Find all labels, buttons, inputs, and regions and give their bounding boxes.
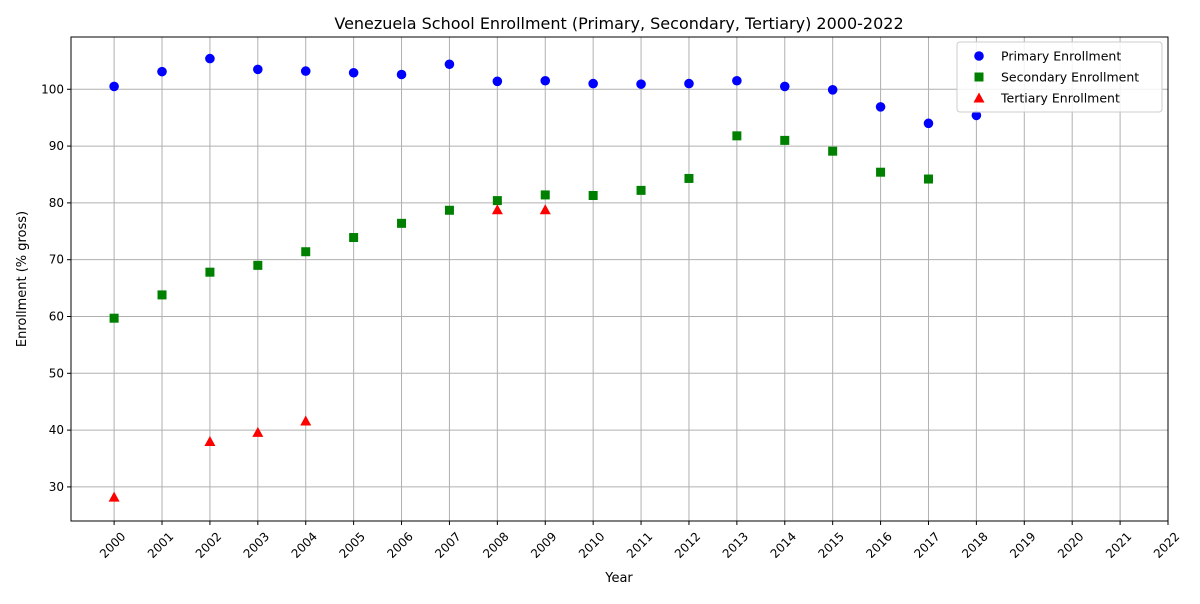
x-tick-label: 2000 bbox=[97, 529, 128, 560]
data-point bbox=[252, 426, 264, 437]
data-point bbox=[157, 66, 167, 77]
data-point bbox=[349, 233, 359, 243]
data-point bbox=[492, 76, 503, 87]
data-point bbox=[109, 313, 119, 323]
data-point bbox=[157, 290, 167, 300]
data-point bbox=[205, 53, 215, 64]
legend-marker bbox=[974, 72, 984, 82]
x-tick-label: 2003 bbox=[241, 529, 272, 560]
y-tick-label: 70 bbox=[49, 253, 64, 267]
y-tick-label: 80 bbox=[49, 196, 64, 210]
x-tick-label: 2019 bbox=[1007, 529, 1038, 560]
data-point bbox=[301, 247, 311, 257]
data-point bbox=[540, 75, 551, 86]
series-triangle-points bbox=[108, 204, 551, 502]
data-point bbox=[540, 190, 550, 200]
data-point bbox=[108, 491, 120, 502]
plot-area-frame bbox=[70, 36, 1169, 522]
data-point bbox=[444, 205, 454, 215]
legend-marker bbox=[974, 51, 984, 61]
y-axis-ticks: 30 40 50 60 70 80 90 100 bbox=[41, 82, 71, 494]
data-point bbox=[636, 185, 646, 195]
data-point bbox=[253, 64, 263, 75]
data-points bbox=[108, 53, 982, 502]
data-point bbox=[780, 135, 790, 145]
data-point bbox=[300, 66, 311, 76]
legend-label: Secondary Enrollment bbox=[1001, 70, 1139, 85]
y-tick-label: 40 bbox=[49, 423, 64, 437]
x-tick-label: 2022 bbox=[1151, 529, 1182, 560]
data-point bbox=[397, 218, 407, 228]
data-point bbox=[492, 196, 502, 206]
data-point bbox=[732, 75, 742, 86]
y-tick-label: 60 bbox=[49, 309, 64, 323]
x-tick-label: 2006 bbox=[384, 529, 415, 560]
data-point bbox=[971, 110, 982, 121]
x-tick-label: 2011 bbox=[624, 529, 655, 560]
data-point bbox=[636, 79, 646, 89]
data-point bbox=[253, 260, 263, 270]
y-tick-label: 90 bbox=[49, 139, 64, 153]
data-point bbox=[109, 81, 119, 92]
x-tick-label: 2013 bbox=[720, 529, 751, 560]
data-point bbox=[491, 204, 503, 215]
y-tick-label: 50 bbox=[49, 366, 64, 380]
data-point bbox=[876, 167, 886, 177]
x-tick-label: 2014 bbox=[768, 529, 799, 560]
legend-box bbox=[956, 41, 1163, 113]
legend-label: Primary Enrollment bbox=[1001, 49, 1121, 64]
data-point bbox=[444, 59, 455, 70]
x-tick-label: 2018 bbox=[959, 529, 990, 560]
data-point bbox=[348, 67, 359, 78]
legend: Primary Enrollment Secondary Enrollment Te… bbox=[956, 41, 1163, 113]
data-point bbox=[779, 81, 790, 92]
x-tick-label: 2004 bbox=[289, 529, 320, 560]
data-point bbox=[923, 174, 933, 184]
legend-item: Tertiary Enrollment bbox=[973, 91, 1120, 106]
data-point bbox=[396, 69, 407, 80]
series-square-points bbox=[109, 131, 933, 323]
legend-label: Tertiary Enrollment bbox=[1000, 91, 1120, 106]
series-circle-points bbox=[109, 53, 982, 129]
x-tick-label: 2016 bbox=[863, 529, 894, 560]
x-tick-label: 2005 bbox=[336, 529, 367, 560]
data-point bbox=[732, 131, 742, 141]
x-tick-label: 2020 bbox=[1055, 529, 1086, 560]
x-tick-label: 2021 bbox=[1103, 529, 1134, 560]
data-point bbox=[875, 102, 886, 112]
data-point bbox=[539, 204, 551, 215]
x-tick-label: 2008 bbox=[480, 529, 511, 560]
data-point bbox=[588, 78, 598, 89]
x-tick-label: 2017 bbox=[911, 529, 942, 560]
data-point bbox=[684, 173, 694, 183]
data-point bbox=[588, 190, 598, 200]
data-point bbox=[828, 146, 838, 156]
data-point bbox=[827, 85, 838, 95]
legend-item: Secondary Enrollment bbox=[974, 70, 1139, 85]
data-point bbox=[204, 435, 216, 446]
legend-item: Primary Enrollment bbox=[974, 49, 1121, 64]
x-tick-label: 2015 bbox=[816, 529, 847, 560]
x-axis-ticks: 2000 2001 2002 2003 2004 2005 2006 2007 2008 2009… bbox=[97, 521, 1182, 561]
data-point bbox=[923, 118, 934, 129]
y-tick-label: 100 bbox=[41, 82, 64, 96]
data-point bbox=[205, 267, 215, 277]
y-tick-label: 30 bbox=[49, 480, 64, 494]
x-tick-label: 2001 bbox=[145, 529, 176, 560]
x-tick-label: 2012 bbox=[672, 529, 703, 560]
x-tick-label: 2002 bbox=[193, 529, 224, 560]
x-tick-label: 2010 bbox=[576, 529, 607, 560]
legend-marker bbox=[973, 92, 985, 103]
x-tick-label: 2009 bbox=[528, 529, 559, 560]
data-point bbox=[684, 78, 694, 89]
data-point bbox=[300, 415, 312, 426]
y-axis-label: Enrollment (% gross) bbox=[15, 211, 30, 347]
x-tick-label: 2007 bbox=[432, 529, 463, 560]
chart-title: Venezuela School Enrollment (Primary, Se… bbox=[334, 14, 903, 33]
x-axis-label: Year bbox=[604, 571, 633, 586]
